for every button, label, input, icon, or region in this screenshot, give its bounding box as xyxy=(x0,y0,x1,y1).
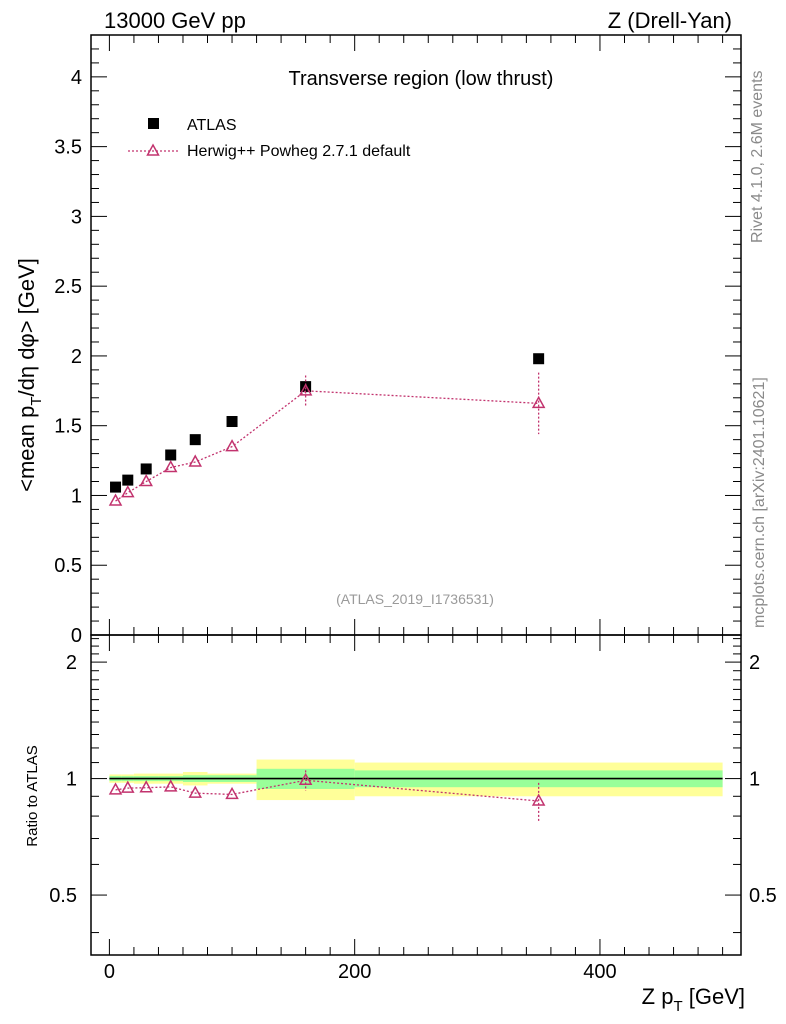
atlas-point xyxy=(110,481,122,493)
x-axis-label-main: Z p xyxy=(642,984,674,1009)
x-axis-label-sub: T xyxy=(673,998,682,1015)
legend: ATLAS Herwig++ Powheg 2.7.1 default xyxy=(128,117,411,160)
y-tick-label: 1.5 xyxy=(54,416,82,438)
atlas-point xyxy=(226,416,238,428)
y-tick-label: 4 xyxy=(71,67,82,89)
legend-marker-herwig xyxy=(146,143,160,156)
main-series-layer xyxy=(108,353,546,506)
herwig-point xyxy=(108,493,123,506)
y-axis-label-sub: T xyxy=(28,397,45,406)
atlas-point xyxy=(189,434,201,446)
ratio-herwig-point xyxy=(139,780,153,793)
chart-title: Transverse region (low thrust) xyxy=(289,68,554,90)
ratio-y-axis-label: Ratio to ATLAS xyxy=(24,745,41,846)
herwig-point xyxy=(121,485,135,498)
legend-label-atlas: ATLAS xyxy=(187,117,237,134)
ratio-herwig-point xyxy=(121,780,135,793)
ratio-herwig-point xyxy=(108,782,123,795)
x-tick-labels: 0 200 400 xyxy=(104,961,617,983)
y-axis-label: <mean pT/dη dφ> [GeV] xyxy=(14,258,45,492)
ratio-axis-ticks: 0.5 0.5 1 1 2 2 xyxy=(49,635,777,955)
herwig-point xyxy=(298,383,313,396)
ratio-series-layer xyxy=(108,770,546,822)
chart-watermark: (ATLAS_2019_I1736531) xyxy=(336,591,494,607)
x-tick-label: 0 xyxy=(104,961,115,983)
atlas-point xyxy=(300,381,312,393)
x-tick-label: 200 xyxy=(338,961,371,983)
ratio-tick-label-right: 2 xyxy=(749,652,760,674)
y-tick-label: 3.5 xyxy=(54,137,82,159)
process-label: Z (Drell-Yan) xyxy=(608,8,732,33)
y-axis-label-main: <mean p xyxy=(14,406,39,492)
ratio-tick-label-right: 0.5 xyxy=(749,885,777,907)
ratio-tick-label-right: 1 xyxy=(749,769,760,791)
ratio-tick-label: 2 xyxy=(66,652,77,674)
ratio-herwig-point xyxy=(188,785,203,798)
herwig-line xyxy=(115,390,539,502)
ratio-herwig-point xyxy=(225,786,239,800)
ratio-frame xyxy=(90,634,742,956)
herwig-point xyxy=(531,395,546,409)
ratio-tick-label: 0.5 xyxy=(49,885,77,907)
legend-label-herwig: Herwig++ Powheg 2.7.1 default xyxy=(187,143,411,160)
x-tick-label: 400 xyxy=(583,961,616,983)
herwig-point xyxy=(188,454,203,467)
y-tick-label: 1 xyxy=(71,485,82,507)
atlas-point xyxy=(533,353,545,365)
x-axis-label: Z pT [GeV] xyxy=(642,984,745,1015)
y-tick-label: 3 xyxy=(71,206,82,228)
y-tick-label: 0.5 xyxy=(54,555,82,577)
ratio-panel xyxy=(90,634,742,956)
x-axis-label-unit: [GeV] xyxy=(683,984,745,1009)
ratio-tick-label: 1 xyxy=(66,769,77,791)
atlas-point xyxy=(165,449,177,461)
ratio-herwig-point xyxy=(298,772,313,786)
herwig-point xyxy=(163,460,178,473)
main-axis-ticks: 0 0.5 1 1.5 2 2.5 3 3.5 4 xyxy=(54,35,741,647)
mcplots-label: mcplots.cern.ch [arXiv:2401.10621] xyxy=(751,377,768,628)
herwig-point xyxy=(139,473,153,487)
y-axis-label-rest: /dη dφ> [GeV] xyxy=(14,258,39,396)
ratio-bands-layer xyxy=(109,759,723,801)
rivet-label: Rivet 4.1.0, 2.6M events xyxy=(749,70,766,243)
y-tick-label: 2 xyxy=(71,346,82,368)
ratio-herwig-point xyxy=(531,793,546,806)
herwig-point xyxy=(225,439,239,452)
atlas-point xyxy=(140,463,152,475)
legend-marker-atlas xyxy=(148,118,159,129)
atlas-point xyxy=(122,474,134,486)
y-tick-label: 2.5 xyxy=(54,276,82,298)
y-tick-label: 0 xyxy=(71,625,82,647)
ratio-herwig-point xyxy=(163,779,178,792)
energy-label: 13000 GeV pp xyxy=(104,8,246,33)
